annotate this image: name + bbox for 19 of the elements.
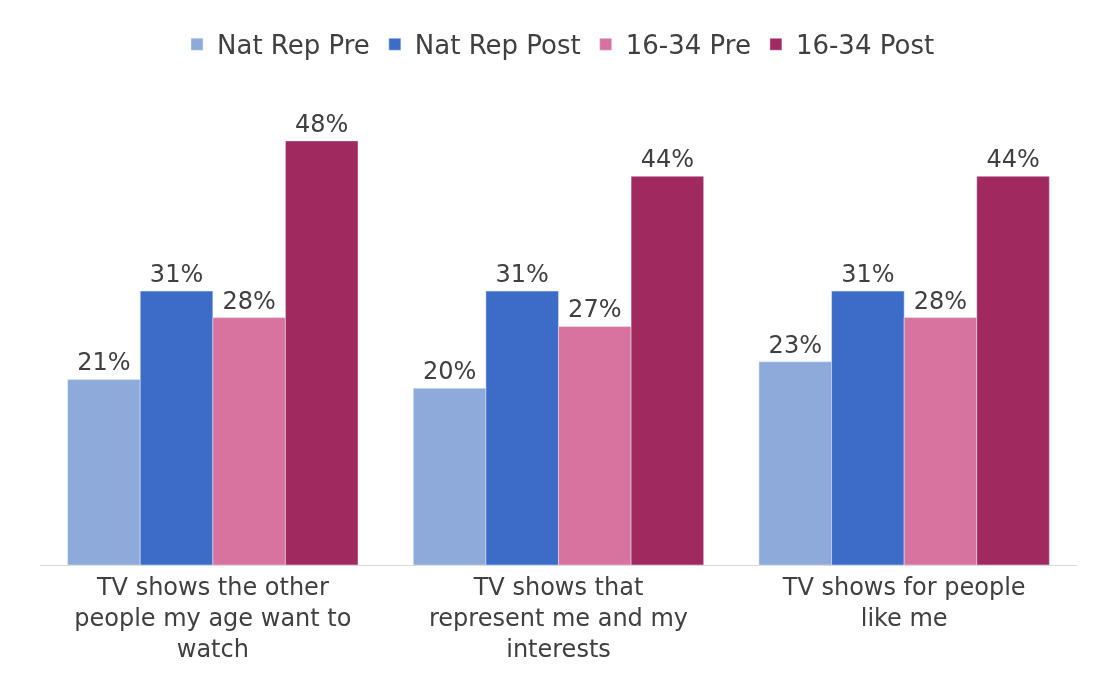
data-label: 31% (841, 260, 895, 289)
x-tick-label: TV shows for people like me (781, 572, 1026, 632)
legend-label: Nat Rep Post (414, 30, 581, 61)
data-label: 27% (568, 295, 622, 324)
data-label: 20% (422, 357, 477, 386)
x-tick-label: TV shows that represent me and my interests (428, 572, 689, 664)
data-label: 44% (986, 145, 1040, 174)
data-label: 21% (77, 348, 131, 377)
legend-label: 16-34 Post (795, 30, 935, 61)
legend-label: Nat Rep Pre (217, 30, 370, 61)
legend-label: 16-34 Pre (625, 30, 751, 61)
x-tick-label: TV shows the other people my age want to watch (74, 572, 352, 664)
data-label: 23% (768, 330, 822, 359)
data-label: 31% (149, 260, 204, 289)
data-label: 44% (640, 145, 695, 174)
data-label: 31% (495, 260, 549, 289)
data-label: 28% (222, 286, 276, 315)
data-label: 28% (913, 286, 968, 315)
data-label: 48% (295, 109, 349, 138)
